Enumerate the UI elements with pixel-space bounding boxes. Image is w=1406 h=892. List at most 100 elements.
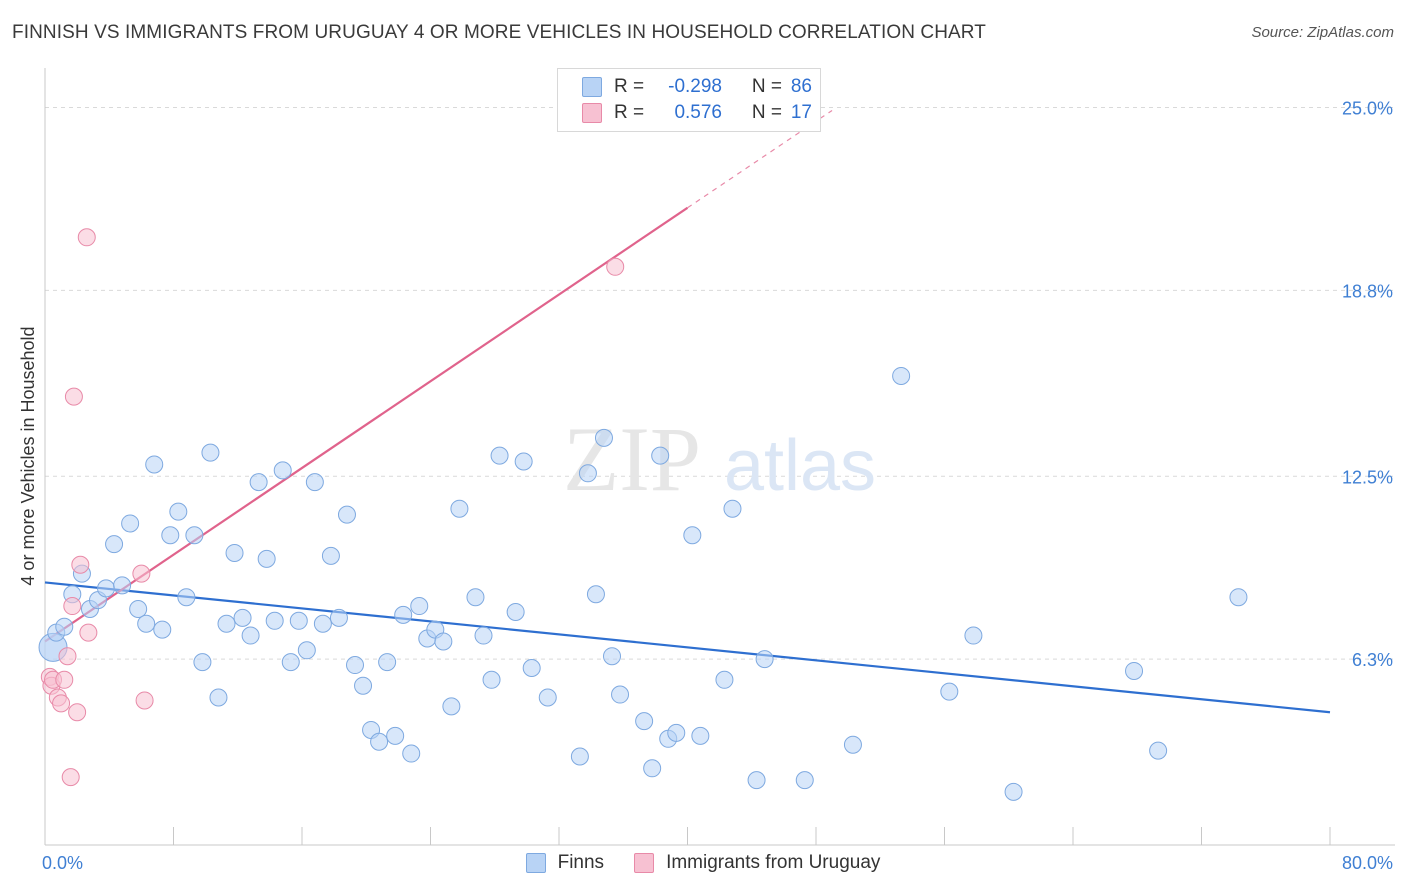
finns-point — [482, 670, 501, 689]
finns-point — [715, 670, 734, 689]
r-label: R = — [614, 76, 645, 97]
series-legend: Finns Immigrants from Uruguay — [0, 852, 1406, 874]
r-value: -0.298 — [668, 76, 722, 97]
uruguay-point — [55, 670, 74, 689]
chart-title: FINNISH VS IMMIGRANTS FROM URUGUAY 4 OR … — [12, 22, 986, 43]
uruguay-point — [61, 768, 80, 787]
n-label: N = — [751, 102, 782, 123]
finns-point — [490, 446, 509, 465]
finns-point — [185, 526, 204, 545]
n-value: 86 — [790, 76, 812, 97]
correlation-legend: R = -0.298 N = 86 R = 0.576 N = 17 — [557, 68, 821, 132]
finns-point — [578, 464, 597, 483]
finns-point — [755, 650, 774, 669]
finns-point — [1229, 588, 1248, 607]
uruguay-point — [63, 597, 82, 616]
y-tick-label: 25.0% — [1342, 99, 1393, 119]
uruguay-point — [68, 703, 87, 722]
finns-point — [313, 614, 332, 633]
finns-point — [161, 526, 180, 545]
finns-point — [1004, 782, 1023, 801]
uruguay-swatch — [582, 103, 602, 123]
finns-point — [378, 653, 397, 672]
legend-item-finns[interactable]: Finns — [525, 852, 605, 874]
finns-point — [169, 502, 188, 521]
finns-point — [651, 446, 670, 465]
finns-point — [506, 602, 525, 621]
finns-trend-line — [44, 581, 1331, 714]
watermark-atlas: atlas — [724, 426, 876, 506]
finns-point — [691, 726, 710, 745]
finns-point — [723, 499, 742, 518]
uruguay-point — [606, 257, 625, 276]
finns-point — [514, 452, 533, 471]
uruguay-point — [58, 647, 77, 666]
finns-point — [643, 759, 662, 778]
finns-point — [410, 597, 429, 616]
finns-swatch — [525, 853, 546, 873]
legend-row-uruguay: R = 0.576 N = 17 — [582, 101, 812, 125]
finns-point — [297, 641, 316, 660]
uruguay-point — [77, 228, 96, 247]
grid-lines — [45, 107, 1395, 660]
finns-point — [611, 685, 630, 704]
finns-point — [113, 576, 132, 595]
finns-point — [241, 626, 260, 645]
finns-point — [305, 473, 324, 492]
uruguay-point — [52, 694, 71, 713]
finns-point — [265, 611, 284, 630]
n-value: 17 — [790, 102, 812, 123]
finns-point — [273, 461, 292, 480]
finns-point — [603, 647, 622, 666]
legend-row-finns: R = -0.298 N = 86 — [582, 75, 812, 99]
legend-item-label: Finns — [557, 852, 605, 873]
finns-point — [442, 697, 461, 716]
y-tick-label: 6.3% — [1352, 650, 1393, 670]
finns-point — [402, 744, 421, 763]
finns-point — [177, 588, 196, 607]
uruguay-trend-line — [44, 206, 689, 643]
finns-point — [354, 676, 373, 695]
finns-point — [474, 626, 493, 645]
finns-point — [121, 514, 140, 533]
legend-item-label: Immigrants from Uruguay — [666, 852, 881, 873]
watermark-zip: ZIP — [563, 408, 701, 510]
finns-point — [1125, 661, 1144, 680]
finns-point — [635, 712, 654, 731]
finns-swatch — [582, 77, 602, 97]
source-label: Source: ZipAtlas.com — [1251, 24, 1394, 41]
watermark: ZIP atlas — [563, 408, 876, 510]
finns-point — [321, 546, 340, 565]
finns-point — [145, 455, 164, 474]
finns-point — [201, 443, 220, 462]
finns-point — [55, 617, 74, 636]
finns-point — [153, 620, 172, 639]
finns-point — [193, 653, 212, 672]
finns-point — [892, 366, 911, 385]
finns-point — [683, 526, 702, 545]
y-tick-label: 12.5% — [1342, 467, 1393, 487]
finns-point — [233, 608, 252, 627]
finns-point — [667, 723, 686, 742]
finns-point — [795, 771, 814, 790]
finns-point — [570, 747, 589, 766]
finns-point — [940, 682, 959, 701]
finns-point — [329, 608, 348, 627]
r-value: 0.576 — [674, 102, 722, 123]
axes — [44, 68, 1395, 846]
finns-point — [370, 732, 389, 751]
finns-point — [450, 499, 469, 518]
x-tick-label: 80.0% — [1342, 853, 1393, 873]
finns-point — [964, 626, 983, 645]
n-label: N = — [751, 76, 782, 97]
finns-point — [466, 588, 485, 607]
tick-labels: 6.3% 12.5% 18.8% 25.0% 0.0% 80.0% — [42, 99, 1393, 874]
uruguay-point — [135, 691, 154, 710]
finns-point — [843, 735, 862, 754]
finns-point — [249, 473, 268, 492]
legend-item-uruguay[interactable]: Immigrants from Uruguay — [634, 852, 880, 874]
uruguay-point — [64, 387, 83, 406]
r-label: R = — [614, 102, 645, 123]
x-tick-label: 0.0% — [42, 853, 83, 873]
